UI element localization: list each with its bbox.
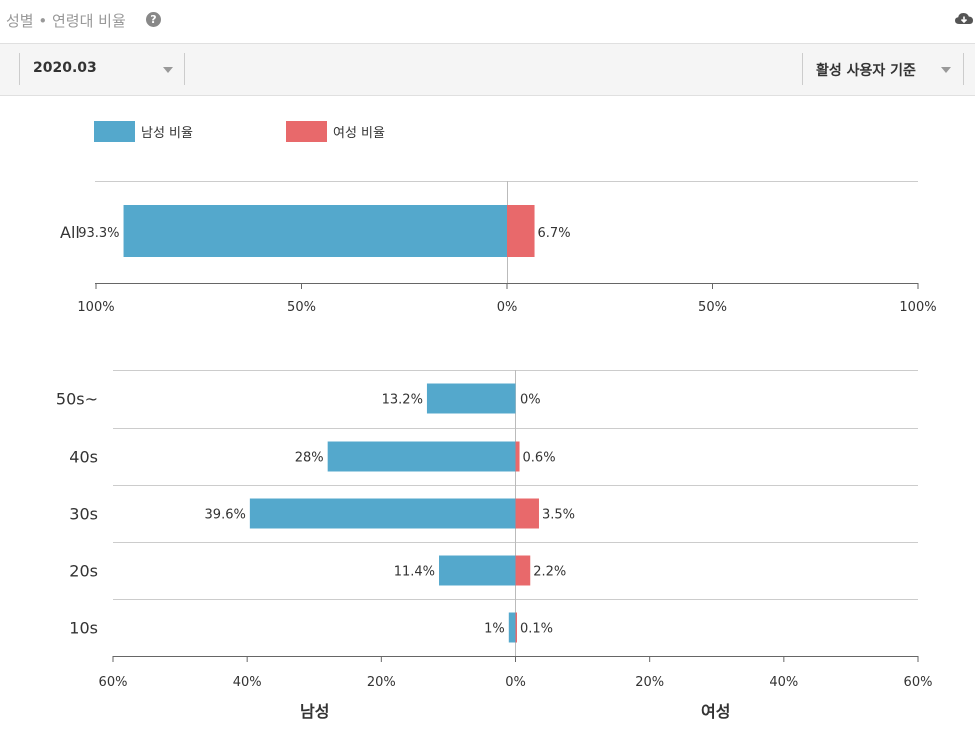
chevron-down-icon [163, 67, 173, 73]
basis-value: 활성 사용자 기준 [816, 63, 916, 79]
page-title: 성별 • 연령대 비율 [6, 12, 126, 30]
title-bar: 성별 • 연령대 비율 ? [0, 0, 975, 43]
value-label-male: 1% [484, 622, 505, 637]
x-tick-label: 0% [505, 675, 526, 690]
x-tick-label: 0% [497, 300, 518, 315]
category-label: All [60, 223, 80, 242]
value-label-female: 0% [520, 393, 541, 408]
x-tick-label: 100% [77, 300, 114, 315]
legend-label-male: 남성 비율 [141, 126, 193, 141]
x-tick-label: 100% [899, 300, 936, 315]
basis-dropdown[interactable]: 활성 사용자 기준 [802, 53, 964, 85]
x-tick-label: 20% [367, 675, 396, 690]
bar-male [249, 498, 516, 529]
side-label-female: 여성 [701, 702, 730, 721]
x-tick-label: 40% [769, 675, 798, 690]
x-tick-label: 50% [287, 300, 316, 315]
bar-female [515, 498, 539, 529]
value-label-female: 0.1% [520, 622, 553, 637]
value-label-female: 6.7% [538, 226, 571, 241]
x-tick-label: 40% [233, 675, 262, 690]
bar-female-all [507, 205, 535, 257]
period-value: 2020.03 [33, 60, 97, 76]
category-label: 30s [69, 505, 98, 524]
question-circle-icon[interactable]: ? [146, 12, 161, 27]
bar-male [508, 612, 516, 643]
value-label-female: 0.6% [523, 451, 556, 466]
bar-male [327, 441, 516, 472]
category-label: 50s~ [56, 390, 98, 409]
bar-female [515, 555, 531, 586]
value-label-male: 11.4% [394, 565, 435, 580]
x-tick-label: 20% [635, 675, 664, 690]
legend-label-female: 여성 비율 [333, 126, 385, 141]
x-tick-label: 50% [698, 300, 727, 315]
bar-male [439, 555, 516, 586]
legend-swatch-female [286, 121, 327, 142]
period-dropdown[interactable]: 2020.03 [19, 53, 185, 85]
cloud-download-icon[interactable] [955, 11, 973, 27]
side-label-male: 남성 [300, 702, 329, 721]
value-label-male: 13.2% [382, 393, 423, 408]
value-label-female: 2.2% [533, 565, 566, 580]
value-label-female: 3.5% [542, 508, 575, 523]
x-tick-label: 60% [99, 675, 128, 690]
bar-male [426, 383, 516, 414]
x-tick-label: 60% [904, 675, 933, 690]
legend-swatch-male [94, 121, 135, 142]
category-label: 10s [69, 619, 98, 638]
bar-male-all [123, 205, 508, 257]
value-label-male: 28% [295, 451, 324, 466]
value-label-male: 39.6% [205, 508, 246, 523]
bar-female [515, 441, 520, 472]
value-label-male: 93.3% [78, 226, 119, 241]
filter-toolbar: 2020.03 활성 사용자 기준 [0, 43, 975, 96]
category-label: 20s [69, 562, 98, 581]
chevron-down-icon [941, 67, 951, 73]
bar-female [515, 612, 517, 643]
category-label: 40s [69, 448, 98, 467]
